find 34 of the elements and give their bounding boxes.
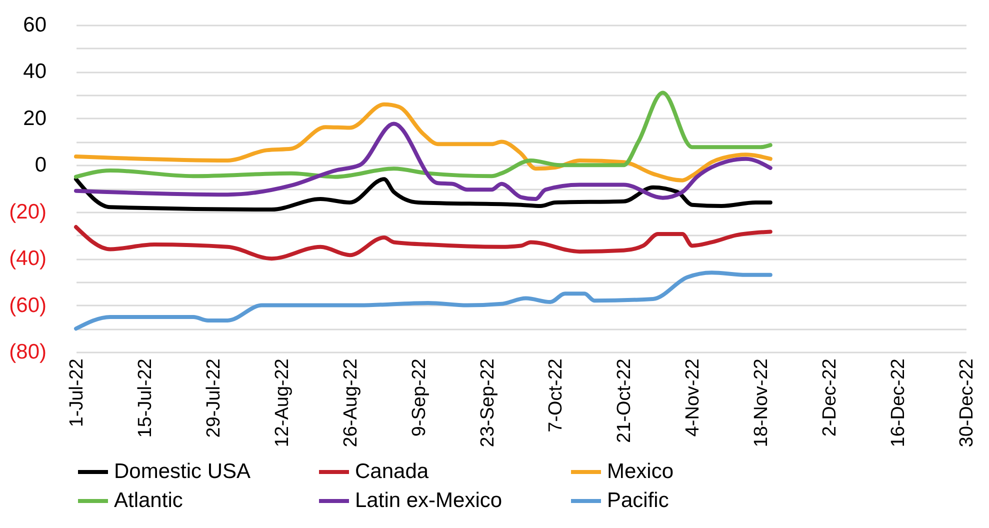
legend-label: Atlantic <box>114 489 183 512</box>
y-tick-label: (20) <box>9 200 46 224</box>
legend-label: Canada <box>355 460 429 483</box>
line-series <box>74 122 772 202</box>
x-tick-label: 9-Sep-22 <box>408 358 430 437</box>
legend-label: Mexico <box>607 460 674 483</box>
y-tick-label: 60 <box>23 14 46 36</box>
x-tick-label: 15-Jul-22 <box>134 358 156 438</box>
x-tick-label: 29-Jul-22 <box>203 358 224 438</box>
y-tick-label: 40 <box>23 60 46 84</box>
legend-label: Latin ex-Mexico <box>355 489 502 512</box>
line-series <box>74 90 772 179</box>
x-tick-label: 30-Dec-22 <box>956 358 978 448</box>
x-tick-label: 26-Aug-22 <box>340 358 362 448</box>
y-tick-label: 0 <box>34 154 46 177</box>
x-tick-label: 7-Oct-22 <box>546 358 567 432</box>
line-series <box>74 177 772 212</box>
line-series <box>74 225 772 261</box>
y-tick-label: 20 <box>23 106 46 130</box>
line-series <box>74 102 772 182</box>
y-tick-label: (80) <box>9 340 46 364</box>
legend-label: Pacific <box>607 489 669 512</box>
y-tick-label: (60) <box>9 294 46 317</box>
x-tick-label: 2-Dec-22 <box>820 358 841 437</box>
x-tick-label: 18-Nov-22 <box>751 358 772 448</box>
legend-label: Domestic USA <box>114 460 251 483</box>
y-tick-label: (40) <box>9 247 46 270</box>
x-tick-label: 16-Dec-22 <box>888 358 910 448</box>
x-tick-label: 23-Sep-22 <box>477 358 498 448</box>
line-series <box>74 270 772 331</box>
x-tick-label: 1-Jul-22 <box>66 358 88 428</box>
x-tick-label: 4-Nov-22 <box>682 358 704 437</box>
x-tick-label: 21-Oct-22 <box>614 358 636 443</box>
x-tick-label: 12-Aug-22 <box>272 358 293 448</box>
